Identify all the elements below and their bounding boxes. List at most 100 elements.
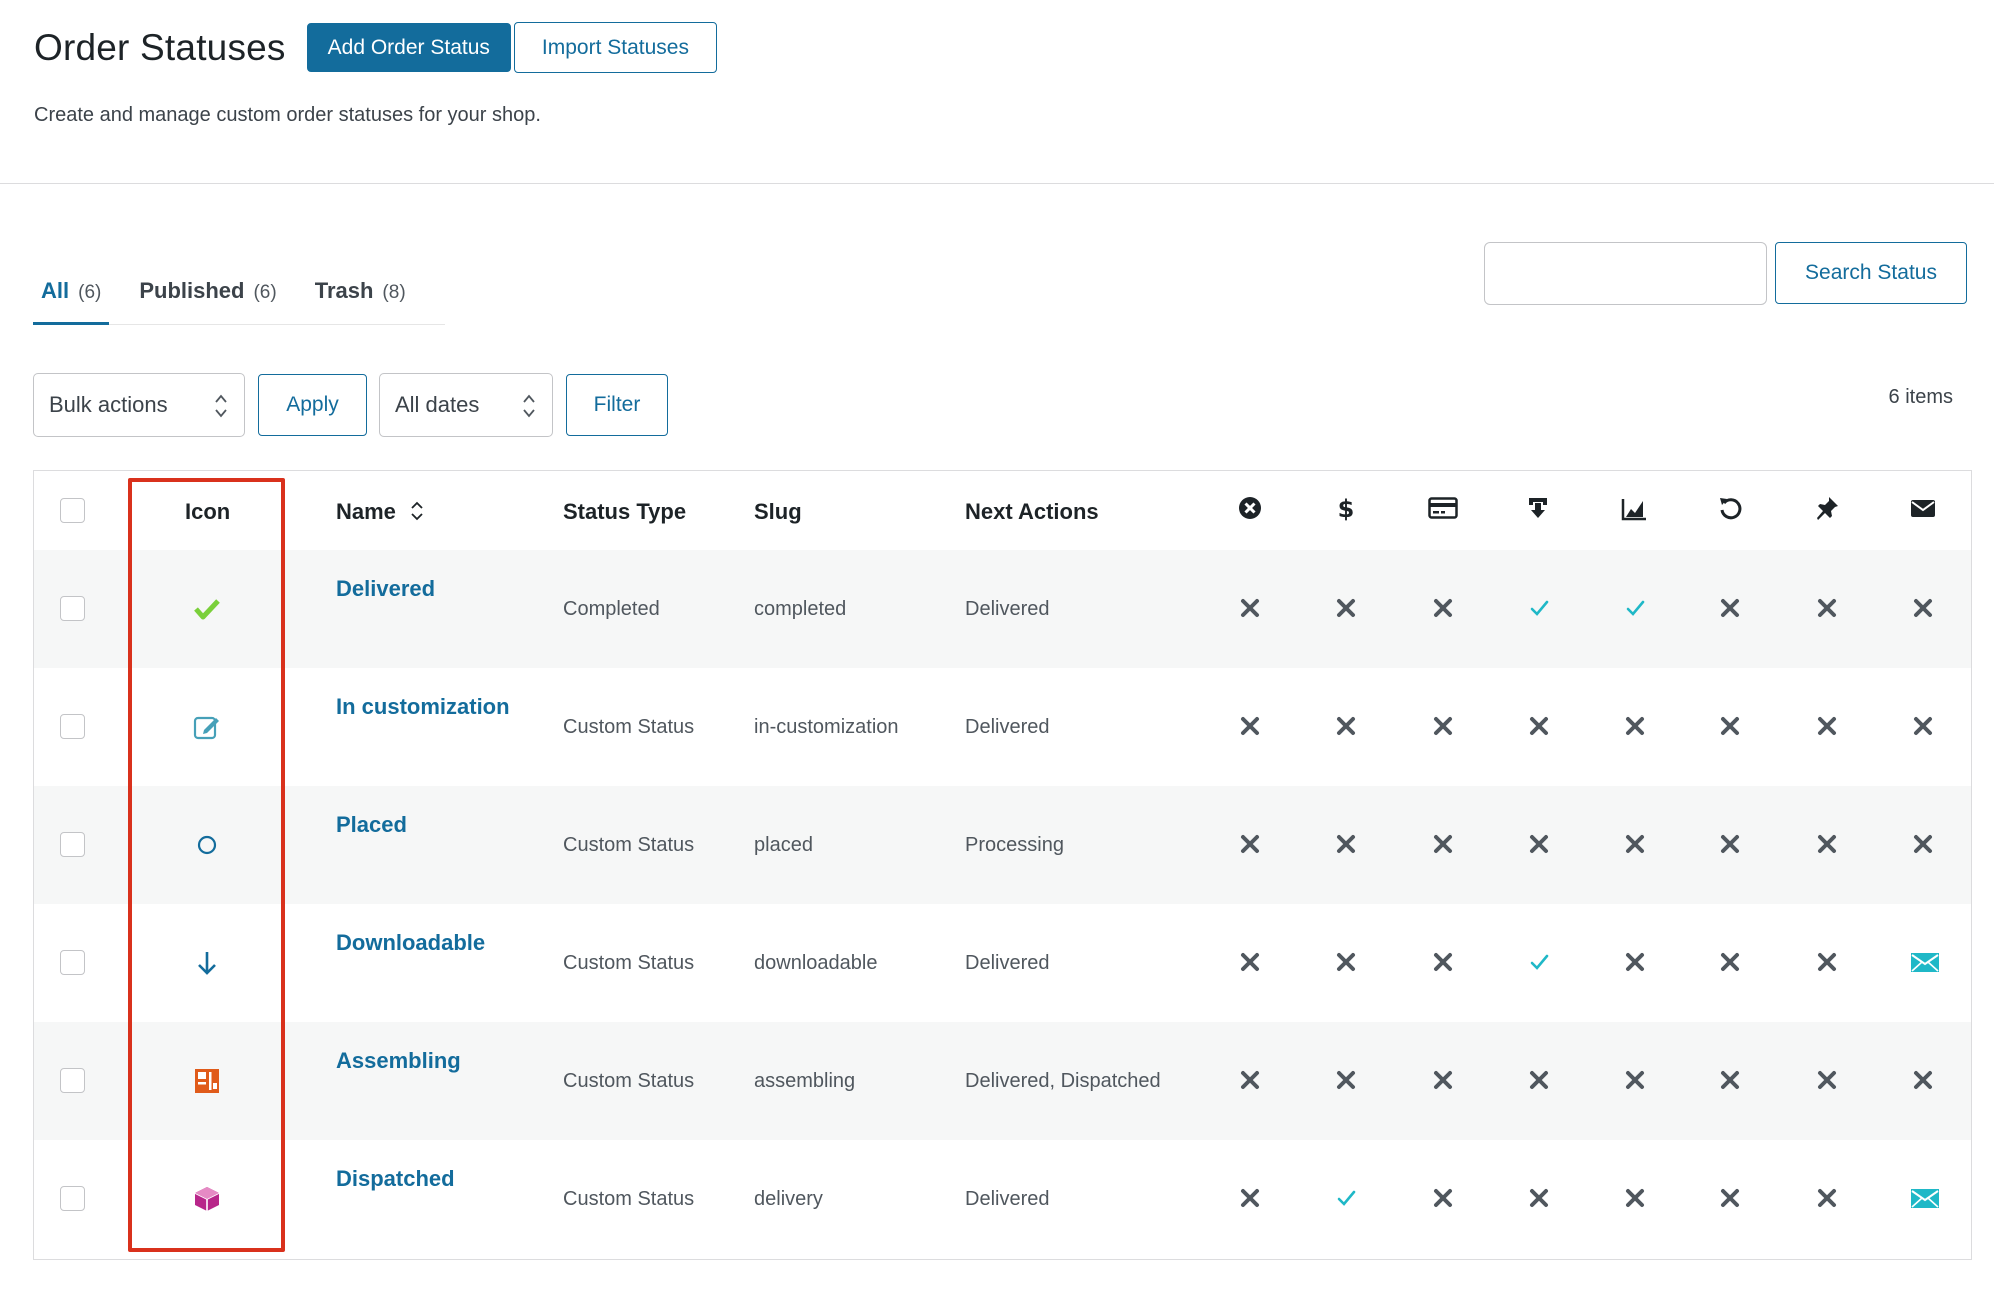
tab-label: Published <box>139 278 245 303</box>
next-actions-cell: Delivered <box>965 716 1050 738</box>
date-filter-select[interactable]: All dates <box>379 373 553 437</box>
add-order-status-button[interactable]: Add Order Status <box>306 23 511 72</box>
no-icon <box>1237 1067 1263 1093</box>
row-checkbox[interactable] <box>60 1186 85 1211</box>
search-status-button[interactable]: Search Status <box>1775 242 1967 304</box>
no-icon <box>1430 713 1456 739</box>
no-icon <box>1814 949 1840 975</box>
page-subtitle: Create and manage custom order statuses … <box>34 104 541 126</box>
no-icon <box>1333 595 1359 621</box>
yes-check-icon <box>1622 595 1648 621</box>
pin-icon <box>1814 495 1840 521</box>
chart-area-icon <box>1621 495 1647 521</box>
svg-text:$: $ <box>1338 495 1355 521</box>
page-title: Order Statuses <box>34 26 286 68</box>
apply-button[interactable]: Apply <box>258 374 367 436</box>
refresh-icon <box>1717 495 1743 521</box>
no-icon <box>1717 831 1743 857</box>
table-row: In customization Custom Status in-customiz… <box>34 668 1971 786</box>
bulk-actions-value: Bulk actions <box>49 392 168 417</box>
status-name-link[interactable]: Placed <box>336 812 407 837</box>
status-name-link[interactable]: In customization <box>336 694 510 719</box>
no-icon <box>1717 1067 1743 1093</box>
no-icon <box>1910 1067 1936 1093</box>
envelope-icon <box>1910 495 1936 521</box>
header-divider <box>0 183 1994 184</box>
no-icon <box>1814 1067 1840 1093</box>
no-icon <box>1717 713 1743 739</box>
name-column-header[interactable]: Name <box>336 499 424 525</box>
icon-column-header: Icon <box>185 499 231 524</box>
row-checkbox[interactable] <box>60 950 85 975</box>
tab-label: All <box>41 278 70 303</box>
no-icon <box>1333 1067 1359 1093</box>
no-icon <box>1237 595 1263 621</box>
edit-icon <box>192 712 222 742</box>
no-icon <box>1237 949 1263 975</box>
no-icon <box>1526 1185 1552 1211</box>
slug-cell: delivery <box>754 1188 823 1210</box>
status-name-link[interactable]: Downloadable <box>336 930 486 955</box>
status-name-link[interactable]: Delivered <box>336 576 436 601</box>
no-icon <box>1814 713 1840 739</box>
no-icon <box>1333 949 1359 975</box>
dollar-icon: $ <box>1333 495 1359 521</box>
items-count: 6 items <box>1888 386 1953 408</box>
page-header: Order Statuses Add Order Status Import S… <box>34 22 717 73</box>
table-row: Assembling Custom Status assembling Deliver… <box>34 1022 1971 1140</box>
bulk-actions-select[interactable]: Bulk actions <box>33 373 245 437</box>
download-tray-icon <box>1525 495 1551 521</box>
select-arrows-icon <box>215 394 227 418</box>
row-checkbox[interactable] <box>60 596 85 621</box>
assembling-icon <box>192 1066 222 1096</box>
no-icon <box>1622 1067 1648 1093</box>
slug-cell: in-customization <box>754 716 899 738</box>
no-icon <box>1622 713 1648 739</box>
filter-button[interactable]: Filter <box>566 374 668 436</box>
email-enabled-icon <box>1910 949 1940 975</box>
tab-published[interactable]: Published (6) <box>131 278 284 324</box>
select-arrows-icon <box>523 394 535 418</box>
tab-all[interactable]: All (6) <box>33 278 110 325</box>
slug-cell: downloadable <box>754 952 878 974</box>
yes-check-icon <box>1526 595 1552 621</box>
import-statuses-button[interactable]: Import Statuses <box>513 22 717 73</box>
no-icon <box>1717 949 1743 975</box>
tab-label: Trash <box>314 278 374 303</box>
date-filter-value: All dates <box>395 392 480 417</box>
status-filter-tabs: All (6) Published (6) Trash (8) <box>33 278 445 325</box>
checkmark-icon <box>192 594 222 624</box>
no-icon <box>1814 831 1840 857</box>
row-checkbox[interactable] <box>60 714 85 739</box>
circle-icon <box>192 830 222 860</box>
no-icon <box>1622 831 1648 857</box>
status-name-link[interactable]: Dispatched <box>336 1166 455 1191</box>
status-name-link[interactable]: Assembling <box>336 1048 461 1073</box>
no-icon <box>1430 595 1456 621</box>
no-icon <box>1622 1185 1648 1211</box>
no-icon <box>1814 595 1840 621</box>
status-type-cell: Custom Status <box>563 834 695 856</box>
order-statuses-table: Icon Name Status Type Slug Next Actions … <box>33 470 1972 1260</box>
no-icon <box>1333 713 1359 739</box>
no-icon <box>1526 831 1552 857</box>
status-type-cell: Custom Status <box>563 1188 695 1210</box>
no-icon <box>1430 831 1456 857</box>
row-checkbox[interactable] <box>60 832 85 857</box>
slug-cell: placed <box>754 834 813 856</box>
slug-column-header: Slug <box>754 499 802 524</box>
tab-trash[interactable]: Trash (8) <box>307 278 414 324</box>
row-checkbox[interactable] <box>60 1068 85 1093</box>
search-input[interactable] <box>1484 242 1767 305</box>
no-icon <box>1237 1185 1263 1211</box>
table-row: Delivered Completed completed Delivered <box>34 550 1971 668</box>
no-icon <box>1910 831 1936 857</box>
no-icon <box>1622 949 1648 975</box>
status-type-cell: Custom Status <box>563 1070 695 1092</box>
table-row: Placed Custom Status placed Processing <box>34 786 1971 904</box>
no-icon <box>1717 595 1743 621</box>
status-type-cell: Custom Status <box>563 716 695 738</box>
select-all-checkbox[interactable] <box>60 498 85 523</box>
no-icon <box>1237 831 1263 857</box>
next-actions-cell: Delivered <box>965 1188 1050 1210</box>
